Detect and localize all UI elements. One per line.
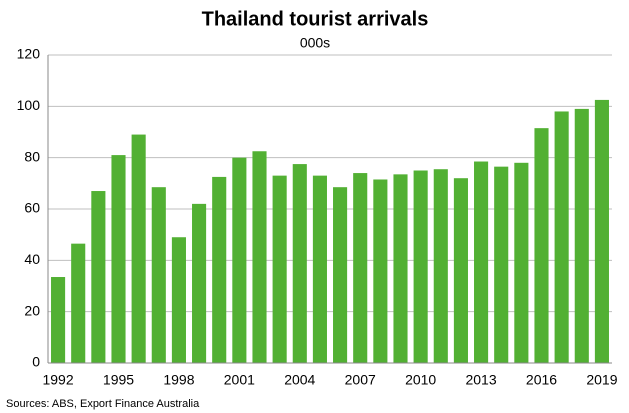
y-tick-label: 100 — [17, 97, 41, 113]
bar — [292, 164, 307, 363]
bar — [111, 155, 126, 363]
chart-title: Thailand tourist arrivals — [202, 8, 429, 30]
x-tick-label: 1998 — [163, 372, 194, 388]
bar — [373, 179, 388, 363]
bar — [192, 203, 207, 363]
bar — [534, 128, 549, 363]
y-tick-label: 0 — [32, 354, 40, 370]
y-tick-label: 60 — [24, 200, 40, 216]
y-tick-label: 80 — [24, 148, 40, 164]
x-tick-label: 1992 — [42, 372, 73, 388]
x-tick-label: 2019 — [586, 372, 617, 388]
bar — [494, 166, 509, 363]
bar — [312, 175, 327, 363]
bar — [554, 111, 569, 363]
source-note: Sources: ABS, Export Finance Australia — [6, 398, 200, 410]
bar — [252, 151, 267, 363]
x-tick-label: 2010 — [405, 372, 436, 388]
x-tick-label: 2007 — [345, 372, 376, 388]
bar — [71, 243, 86, 363]
x-tick-label: 2004 — [284, 372, 315, 388]
bar — [514, 162, 529, 363]
bar — [474, 161, 489, 363]
bar — [353, 173, 368, 363]
x-tick-label: 1995 — [103, 372, 134, 388]
bar — [594, 99, 609, 364]
bar — [453, 178, 468, 363]
bar — [413, 170, 428, 363]
bar — [151, 187, 166, 363]
bar — [131, 134, 146, 363]
bar — [212, 176, 227, 363]
chart-subtitle: 000s — [300, 35, 330, 51]
bar — [171, 237, 186, 363]
x-tick-label: 2001 — [224, 372, 255, 388]
bar — [574, 108, 589, 364]
bar — [51, 277, 66, 363]
bar — [91, 191, 106, 363]
y-tick-label: 20 — [24, 302, 40, 318]
y-tick-label: 120 — [17, 46, 41, 62]
bar — [272, 175, 287, 363]
bar — [333, 187, 348, 363]
bar — [393, 174, 408, 363]
bar — [433, 169, 448, 363]
x-tick-label: 2016 — [526, 372, 557, 388]
bar — [232, 157, 247, 363]
x-tick-label: 2013 — [465, 372, 496, 388]
y-tick-label: 40 — [24, 251, 40, 267]
